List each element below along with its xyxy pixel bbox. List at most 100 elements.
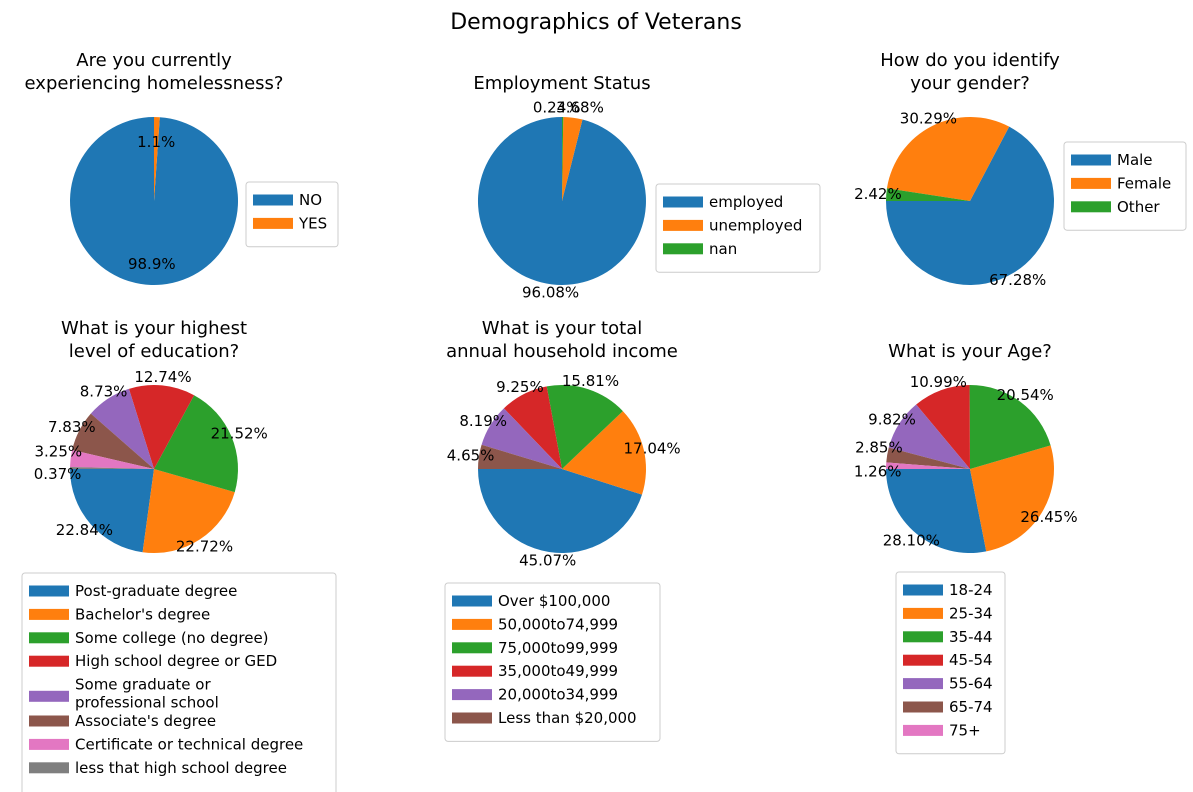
- legend: 18-24 25-34 35-44 45-54 55-64 65-74 75+: [895, 571, 1006, 755]
- pie-slice-some-graduate-or-professional-school: [90, 388, 154, 469]
- legend-entry-65-74: 65-74: [949, 698, 993, 716]
- pct-label: 22.84%: [56, 521, 113, 539]
- legend-entry-employed: employed: [709, 193, 783, 211]
- chart-title-line: What is your Age?: [888, 341, 1052, 362]
- legend-swatch: [903, 678, 943, 690]
- pct-label: 3.68%: [556, 98, 604, 116]
- pie-slice-unemployed: [562, 117, 583, 201]
- pie-slice-yes: [154, 117, 160, 201]
- pie-slice-certificate-or-technical-degree: [70, 450, 154, 469]
- legend-entry-nan: nan: [709, 240, 737, 258]
- chart-title-line: experiencing homelessness?: [25, 73, 284, 94]
- pct-label: 0.37%: [34, 465, 82, 483]
- legend-entry-some-college-no-degree: Some college (no degree): [75, 629, 269, 647]
- legend-swatch: [29, 762, 69, 774]
- pct-label: 22.72%: [176, 537, 233, 555]
- legend: Over $100,000 50,000to74,999 75,000to99,99…: [444, 582, 661, 742]
- pie-slice-some-college-no-degree: [154, 395, 238, 493]
- legend: Male Female Other: [1063, 141, 1187, 231]
- legend-entry-25-34: 25-34: [949, 604, 993, 622]
- legend-entry-55-64: 55-64: [949, 675, 993, 693]
- pct-label: 96.08%: [522, 284, 579, 302]
- pct-label: 4.65%: [447, 447, 495, 465]
- legend-swatch: [452, 642, 492, 654]
- pct-label: 30.29%: [900, 110, 957, 128]
- legend-entry-certificate-or-technical-degree: Certificate or technical degree: [75, 735, 303, 753]
- chart-title-line: What is your highest: [61, 318, 247, 339]
- pie-chart-2: Employment Status 96.08% 3.68%0.24% employe…: [473, 73, 821, 302]
- legend-swatch: [29, 690, 69, 702]
- pie-slice-other: [886, 188, 970, 201]
- pct-label: 12.74%: [134, 368, 191, 386]
- pct-label: 0.24%: [533, 99, 581, 117]
- pie-slice-female: [886, 117, 1010, 201]
- legend-entry-female: Female: [1117, 174, 1171, 192]
- legend-swatch: [903, 701, 943, 713]
- pct-label: 7.83%: [48, 418, 96, 436]
- pct-label: 2.42%: [854, 185, 902, 203]
- legend-entry-20-000to34-999: 20,000to34,999: [498, 686, 618, 704]
- pie-slice-20-000to34-999: [481, 408, 562, 469]
- legend-entry-high-school-degree-or-ged: High school degree or GED: [75, 652, 277, 670]
- legend-entry-45-54: 45-54: [949, 651, 993, 669]
- pie-slice-35-000to49-999: [503, 386, 562, 469]
- pie-slice-male: [886, 126, 1054, 285]
- pie-slice-bachelor-s-degree: [142, 469, 235, 554]
- legend-entry-associate-s-degree: Associate's degree: [75, 712, 216, 730]
- legend-swatch: [1071, 154, 1111, 166]
- pct-label: 28.10%: [883, 531, 940, 549]
- legend-frame: [444, 582, 661, 742]
- legend-entry-yes: YES: [298, 214, 327, 232]
- pie-slice-employed: [477, 117, 646, 285]
- pct-label: 26.45%: [1020, 508, 1077, 526]
- legend-entry-less-that-high-school-degree: less that high school degree: [75, 759, 287, 777]
- legend: employed unemployed nan: [655, 183, 821, 273]
- legend-swatch: [663, 196, 703, 208]
- pie-slice-55-64: [888, 404, 970, 469]
- legend-swatch: [29, 632, 69, 644]
- legend-swatch: [452, 595, 492, 607]
- chart-title-line: What is your total: [482, 318, 642, 339]
- pct-label: 1.1%: [137, 133, 175, 151]
- pie-slice-35-44: [969, 384, 1051, 469]
- pct-label: 2.85%: [855, 439, 903, 457]
- legend-entry-unemployed: unemployed: [709, 216, 802, 234]
- pct-label: 15.81%: [562, 372, 619, 390]
- legend-swatch: [1071, 201, 1111, 213]
- legend-swatch: [29, 585, 69, 597]
- pct-label: 17.04%: [623, 439, 680, 457]
- legend-swatch: [29, 715, 69, 727]
- chart-title-line: Employment Status: [473, 73, 650, 94]
- legend-entry-35-44: 35-44: [949, 628, 993, 646]
- pie-slice-75-000to99-999: [546, 384, 623, 469]
- pct-label: 3.25%: [34, 442, 82, 460]
- legend-entry-post-graduate-degree: Post-graduate degree: [75, 582, 237, 600]
- pct-label: 98.9%: [128, 255, 176, 273]
- pie-slice-post-graduate-degree: [70, 469, 154, 553]
- pct-label: 21.52%: [211, 424, 268, 442]
- pct-label: 1.26%: [854, 462, 902, 480]
- chart-title-line: annual household income: [446, 341, 678, 362]
- pie-slice-nan: [562, 117, 564, 201]
- legend-entry-over-100-000: Over $100,000: [498, 592, 610, 610]
- legend: Post-graduate degree Bachelor's degree Som…: [21, 572, 337, 792]
- pie-slice-25-34: [970, 445, 1054, 552]
- legend-swatch: [903, 631, 943, 643]
- pct-label: 67.28%: [989, 271, 1046, 289]
- pie-slice-less-than-20-000: [478, 444, 562, 469]
- chart-title-line: level of education?: [69, 341, 239, 362]
- legend-entry-18-24: 18-24: [949, 581, 993, 599]
- chart-title-line: Are you currently: [76, 50, 232, 71]
- pie-slice-over-100-000: [478, 469, 642, 553]
- chart-title-line: How do you identify: [880, 50, 1060, 71]
- legend-swatch: [253, 217, 293, 229]
- legend-swatch: [903, 724, 943, 736]
- pie-chart-6: What is your Age? 28.10% 26.45% 20.54% 10.99…: [854, 341, 1078, 755]
- pct-label: 45.07%: [519, 551, 576, 569]
- pie-slice-75: [885, 462, 970, 469]
